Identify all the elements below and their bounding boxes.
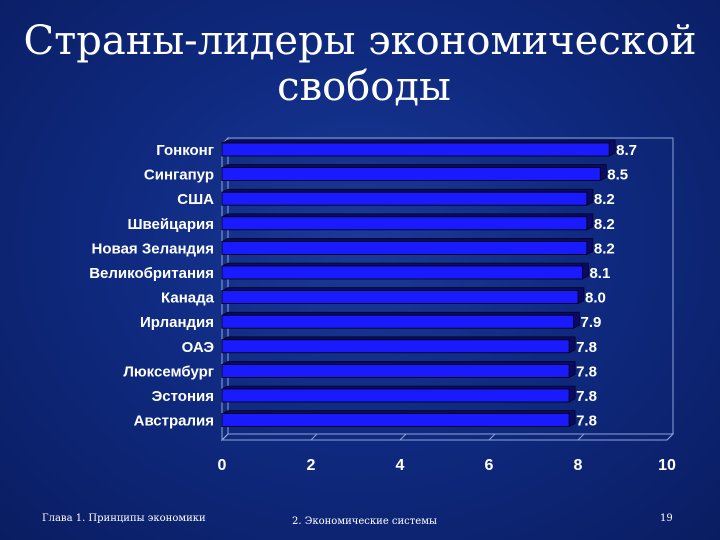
value-label: 8.2 xyxy=(594,216,615,233)
x-tick xyxy=(577,433,585,441)
value-label: 8.2 xyxy=(594,240,615,257)
bar xyxy=(221,388,570,403)
category-label: Ирландия xyxy=(140,314,214,331)
x-tick-label: 10 xyxy=(658,457,676,474)
x-tick-label: 2 xyxy=(307,457,316,474)
category-label: Новая Зеландия xyxy=(92,240,214,257)
plot-floor xyxy=(220,433,675,441)
category-label: Канада xyxy=(161,290,215,307)
bar xyxy=(221,413,570,428)
category-label: Эстония xyxy=(152,388,214,405)
footer-section: 2. Экономические системы xyxy=(292,516,437,527)
bar xyxy=(221,167,601,182)
category-label: США xyxy=(177,191,214,208)
bar xyxy=(221,314,574,329)
bar xyxy=(221,339,570,354)
category-label: ОАЭ xyxy=(182,339,215,356)
x-tick xyxy=(221,433,229,441)
value-label: 8.2 xyxy=(594,191,615,208)
value-label: 7.9 xyxy=(581,314,602,331)
category-label: Гонконг xyxy=(156,142,214,159)
x-tick xyxy=(399,433,407,441)
bar xyxy=(221,265,583,280)
x-tick xyxy=(666,433,674,441)
category-label: Швейцария xyxy=(127,216,214,233)
x-tick-label: 6 xyxy=(485,457,494,474)
category-label: Сингапур xyxy=(144,167,214,184)
title-line-2: свободы xyxy=(277,64,451,110)
value-label: 7.8 xyxy=(576,363,597,380)
page-number: 19 xyxy=(660,513,673,524)
bar xyxy=(221,240,588,255)
title-line-1: Страны-лидеры экономической xyxy=(23,18,697,64)
bar xyxy=(221,290,579,305)
footer-chapter: Глава 1. Принципы экономики xyxy=(42,513,206,524)
value-label: 8.7 xyxy=(616,142,637,159)
x-tick-label: 8 xyxy=(574,457,583,474)
bar xyxy=(221,363,570,378)
x-tick xyxy=(310,433,318,441)
bar xyxy=(221,216,588,231)
bar xyxy=(221,142,610,157)
value-label: 8.0 xyxy=(585,290,606,307)
category-label: Люксембург xyxy=(123,363,214,380)
value-label: 7.8 xyxy=(576,388,597,405)
value-label: 8.1 xyxy=(589,265,610,282)
bar xyxy=(221,191,588,206)
category-label: Австралия xyxy=(134,413,214,430)
value-label: 7.8 xyxy=(576,339,597,356)
x-tick-label: 0 xyxy=(218,457,227,474)
value-label: 7.8 xyxy=(576,413,597,430)
x-tick-label: 4 xyxy=(396,457,405,474)
x-tick xyxy=(488,433,496,441)
category-label: Великобритания xyxy=(89,265,214,282)
value-label: 8.5 xyxy=(607,167,628,184)
slide-title: Страны-лидеры экономической свободы xyxy=(0,18,720,110)
